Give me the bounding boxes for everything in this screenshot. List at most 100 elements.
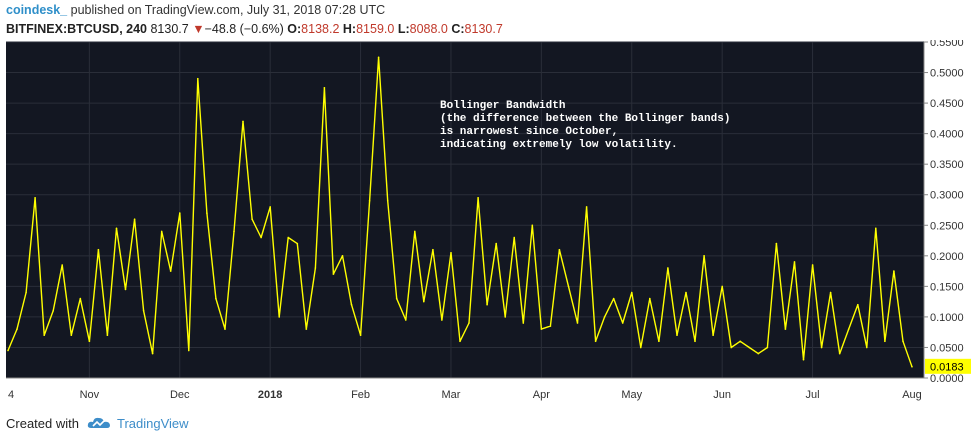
data-point — [52, 310, 54, 312]
open-label: O: — [287, 22, 302, 36]
y-tick-label: 0.1000 — [930, 312, 964, 324]
data-point — [179, 212, 181, 214]
data-point — [603, 316, 606, 318]
x-tick-label: Aug — [902, 389, 922, 401]
y-tick-label: 0.5000 — [930, 68, 964, 80]
data-point — [802, 358, 805, 361]
data-point — [640, 346, 642, 349]
data-point — [25, 291, 27, 294]
y-tick-label: 0.1500 — [930, 281, 964, 293]
y-tick-label: 0.2000 — [930, 251, 964, 263]
data-point — [359, 334, 362, 337]
x-tick-label: Mar — [441, 389, 460, 401]
annotation-line: is narrowest since October, — [440, 126, 618, 138]
data-point — [368, 200, 371, 202]
y-axis[interactable]: 0.5500 0.5000 0.4500 0.4000 0.3500 0.3000 0.25… — [923, 37, 964, 385]
data-point — [567, 285, 570, 288]
data-point — [7, 349, 9, 352]
data-point — [558, 248, 561, 251]
data-point — [133, 218, 136, 220]
chart-area[interactable]: 0.5500 0.5000 0.4500 0.4000 0.3500 0.3000 0.25… — [0, 37, 975, 410]
y-tick-label: 0.0500 — [930, 342, 964, 354]
x-tick-label: Dec — [170, 389, 190, 401]
data-point — [477, 197, 479, 199]
low-label: L: — [397, 22, 410, 36]
data-point — [405, 319, 407, 321]
data-point — [233, 230, 235, 233]
data-point — [97, 248, 100, 251]
close-label: C: — [451, 22, 465, 36]
annotation-line: Bollinger Bandwidth — [440, 100, 565, 112]
data-point — [893, 270, 895, 272]
data-point — [450, 252, 452, 254]
data-point — [621, 322, 624, 324]
data-point — [323, 87, 326, 89]
down-arrow-icon: ▼ — [192, 22, 205, 36]
x-axis[interactable]: 4 Nov Dec 2018 Feb Mar Apr May Jun Jul Aug — [6, 377, 924, 401]
data-point — [169, 270, 172, 272]
data-point — [314, 267, 317, 269]
data-point — [441, 319, 443, 321]
open-value: 8138.2 — [301, 22, 340, 36]
data-point — [386, 200, 389, 202]
plot-background — [6, 42, 924, 378]
data-point — [61, 264, 63, 266]
y-tick-label: 0.5500 — [930, 40, 964, 49]
series-points — [7, 56, 913, 368]
close-value: 8130.7 — [464, 22, 503, 36]
data-point — [911, 366, 913, 368]
data-point — [124, 288, 127, 291]
data-point — [43, 334, 45, 337]
annotation-text: Bollinger Bandwidth(the difference betwe… — [440, 100, 730, 151]
data-point — [612, 297, 615, 300]
data-point — [206, 212, 208, 214]
data-point — [540, 328, 543, 330]
data-point — [151, 352, 154, 355]
data-point — [513, 236, 515, 239]
publish-info: coindesk_ published on TradingView.com, … — [6, 3, 385, 17]
tradingview-cloud-icon[interactable] — [87, 416, 111, 430]
created-with-label: Created with — [6, 415, 79, 431]
y-tick-label: 0.2500 — [930, 220, 964, 232]
x-tick-label: Apr — [533, 389, 550, 401]
tradingview-link[interactable]: TradingView — [116, 415, 189, 431]
data-point — [242, 120, 244, 123]
data-point — [34, 197, 36, 199]
y-tick-label: 0.4000 — [930, 129, 964, 141]
data-point — [649, 297, 651, 300]
author-name[interactable]: coindesk_ — [6, 3, 68, 17]
data-point — [260, 236, 262, 239]
bandwidth-chart[interactable]: 0.5500 0.5000 0.4500 0.4000 0.3500 0.3000 0.25… — [0, 37, 975, 410]
data-point — [820, 346, 823, 349]
last-value-marker: 0.0183 — [925, 358, 971, 374]
data-point — [721, 285, 723, 288]
data-point — [784, 328, 787, 330]
data-point — [748, 346, 751, 349]
data-point — [468, 322, 470, 324]
low-value: 8088.0 — [409, 22, 448, 36]
high-label: H: — [342, 22, 357, 36]
data-point — [775, 242, 778, 245]
y-tick-label: 0.3500 — [930, 159, 964, 171]
data-point — [667, 267, 669, 269]
annotation-line: indicating extremely low volatility. — [440, 139, 678, 151]
data-point — [432, 248, 434, 251]
x-tick-label: Jul — [806, 389, 820, 401]
data-point — [350, 303, 353, 306]
footer: Created with TradingView — [6, 413, 189, 433]
y-tick-label: 0.0000 — [930, 373, 964, 385]
data-point — [531, 224, 534, 227]
data-point — [585, 206, 588, 208]
data-point — [739, 340, 741, 343]
data-point — [875, 227, 877, 230]
y-tick-label: 0.4500 — [930, 98, 964, 110]
data-point — [829, 291, 832, 294]
data-point — [341, 255, 344, 257]
data-point — [884, 340, 886, 343]
data-point — [287, 236, 290, 239]
data-point — [377, 56, 380, 59]
data-point — [224, 328, 226, 330]
data-point — [459, 340, 461, 343]
data-point — [395, 297, 398, 300]
data-point — [160, 230, 163, 233]
